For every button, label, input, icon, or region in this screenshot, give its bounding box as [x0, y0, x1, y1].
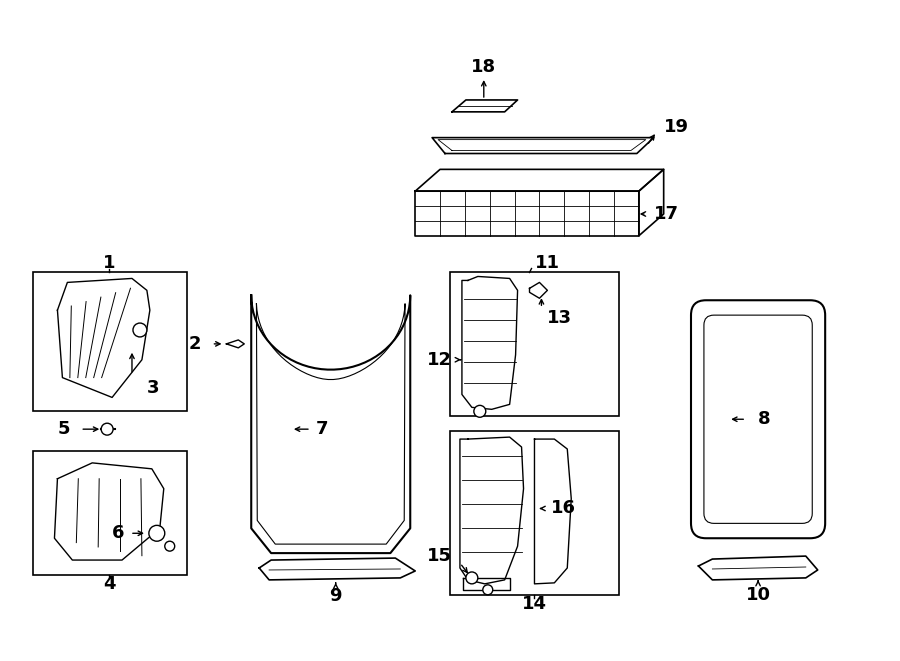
Text: 4: 4: [103, 575, 115, 593]
Text: 8: 8: [758, 410, 770, 428]
Text: 3: 3: [147, 379, 159, 397]
Text: 16: 16: [552, 500, 576, 518]
Circle shape: [165, 541, 175, 551]
FancyBboxPatch shape: [704, 315, 812, 524]
Circle shape: [474, 405, 486, 417]
Text: 19: 19: [663, 118, 688, 136]
Circle shape: [133, 323, 147, 337]
Text: 17: 17: [653, 205, 679, 223]
FancyBboxPatch shape: [691, 300, 825, 538]
Bar: [450, 431, 619, 595]
Text: 12: 12: [427, 351, 452, 369]
Bar: [32, 272, 186, 411]
Circle shape: [466, 572, 478, 584]
Text: 15: 15: [427, 547, 452, 565]
Circle shape: [148, 525, 165, 541]
Text: 14: 14: [522, 595, 547, 613]
Text: 7: 7: [316, 420, 328, 438]
Circle shape: [101, 423, 113, 435]
Text: 10: 10: [745, 586, 770, 603]
Text: 13: 13: [547, 309, 572, 327]
Text: 9: 9: [329, 587, 342, 605]
Text: 2: 2: [189, 335, 202, 353]
Text: 5: 5: [58, 420, 70, 438]
Text: 11: 11: [535, 254, 560, 272]
Bar: [450, 272, 619, 416]
Text: 1: 1: [103, 254, 115, 272]
Text: 6: 6: [112, 524, 124, 542]
Text: 18: 18: [472, 58, 497, 76]
Circle shape: [482, 585, 492, 595]
Bar: [32, 451, 186, 575]
